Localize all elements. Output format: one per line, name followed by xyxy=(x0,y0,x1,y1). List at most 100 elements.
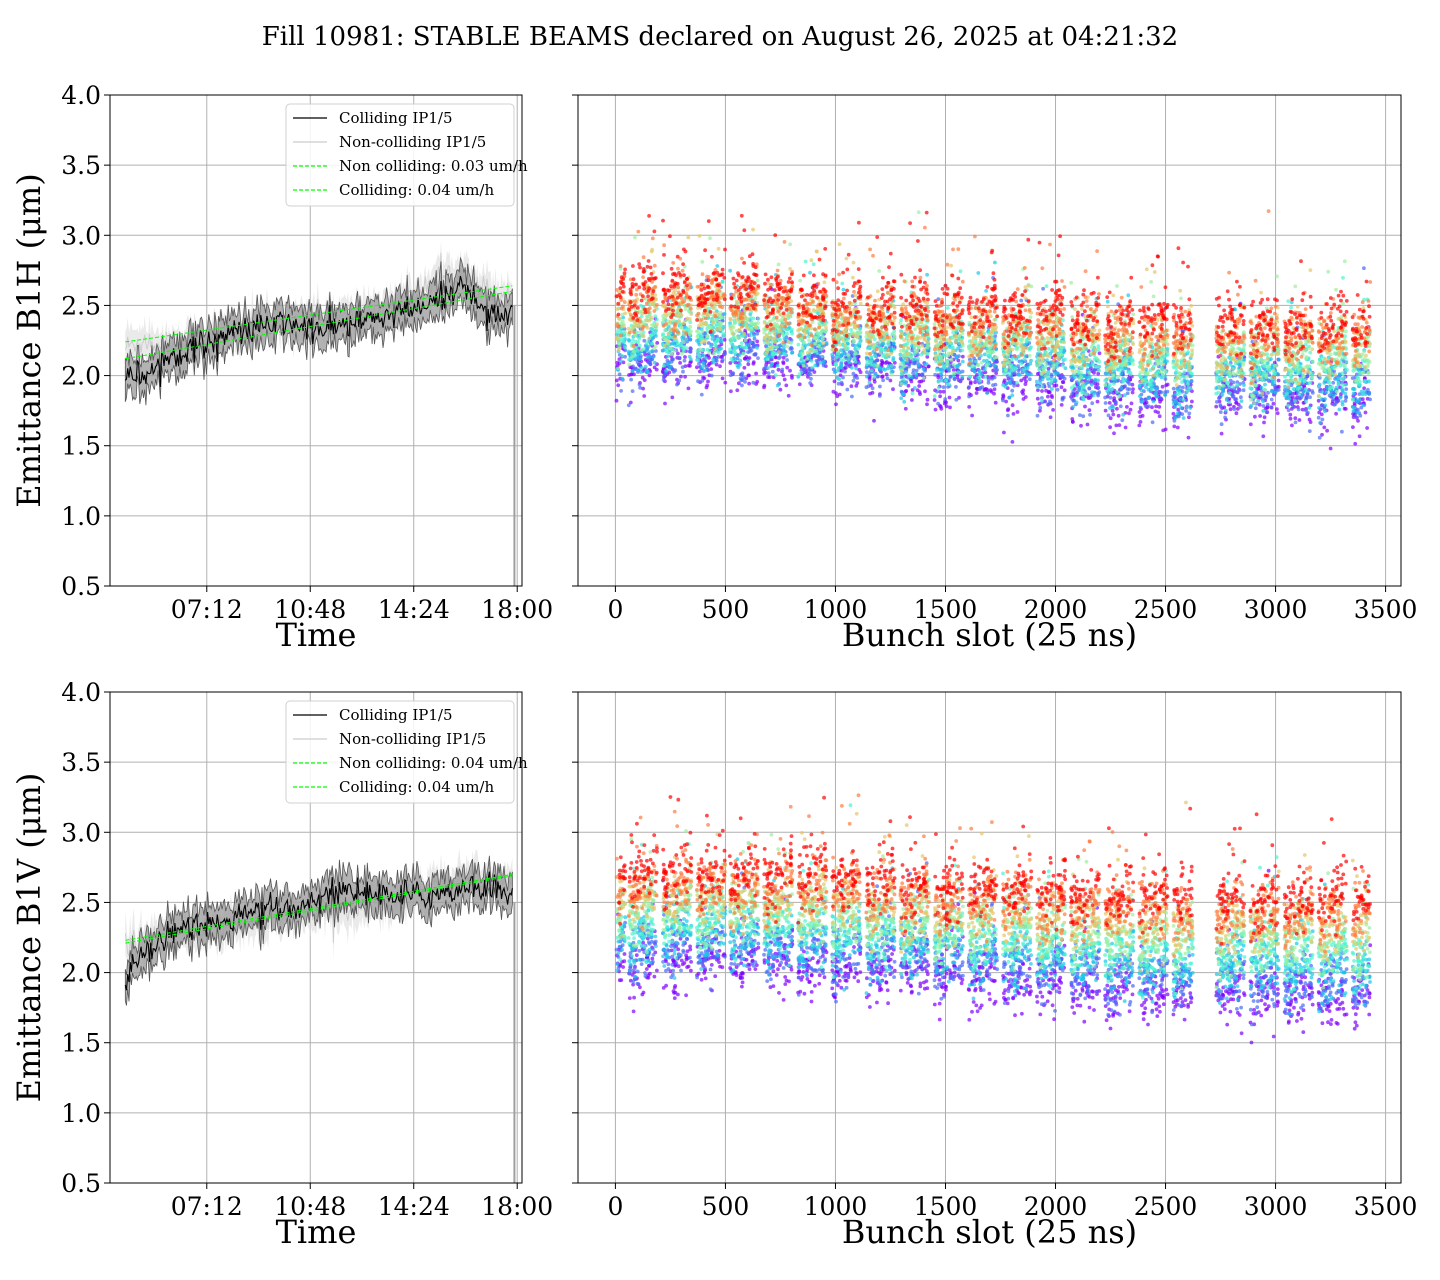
bunch-point xyxy=(967,320,972,325)
bunch-point xyxy=(974,391,979,395)
bunch-point xyxy=(639,303,643,308)
fit-line xyxy=(125,285,513,343)
bunch-point xyxy=(917,379,922,384)
bunch-point xyxy=(1173,399,1178,403)
bunch-point xyxy=(1105,299,1110,304)
bunch-point xyxy=(1129,401,1134,406)
bunch-point xyxy=(821,359,826,364)
bunch-point xyxy=(620,353,625,358)
bunch-point xyxy=(704,356,708,360)
bunch-point xyxy=(946,367,951,371)
colliding-line xyxy=(124,275,513,388)
bunch-point xyxy=(813,341,818,346)
bunch-point xyxy=(740,383,744,388)
bunch-point xyxy=(614,398,619,403)
bunch-point xyxy=(909,355,914,360)
bunch-point xyxy=(916,210,921,215)
bunch-point xyxy=(1338,395,1343,400)
bunch-point xyxy=(732,348,736,353)
bunch-point xyxy=(709,373,714,378)
bunch-point xyxy=(950,345,955,350)
bunch-point xyxy=(1041,286,1045,291)
bunch-point xyxy=(679,374,683,379)
bunch-point xyxy=(925,272,929,277)
bunch-point xyxy=(1025,371,1029,376)
bunch-point xyxy=(898,362,903,366)
y-tick-label: 3.0 xyxy=(61,221,101,250)
bunch-point xyxy=(1286,408,1291,413)
bunch-point xyxy=(1291,387,1296,391)
bunch-point xyxy=(675,341,680,346)
bunch-point xyxy=(790,351,794,355)
bunch-point xyxy=(1023,395,1028,399)
bunch-point xyxy=(844,363,849,368)
bunch-point xyxy=(1256,378,1260,383)
bunch-point xyxy=(910,391,915,396)
bunch-point xyxy=(1351,391,1356,396)
bunch-point xyxy=(1362,386,1366,391)
bunch-point xyxy=(1158,399,1162,404)
bunch-point xyxy=(967,394,971,399)
bunch-point xyxy=(992,387,997,392)
bunch-point xyxy=(816,338,821,343)
bunch-point xyxy=(911,371,915,375)
bunch-point xyxy=(984,289,988,293)
bunch-point xyxy=(1060,397,1065,402)
bunch-point xyxy=(741,351,746,356)
bunch-point xyxy=(947,382,952,387)
bunch-point xyxy=(1165,389,1170,394)
bunch-point xyxy=(820,346,825,351)
bunch-point xyxy=(915,348,920,353)
bunch-point xyxy=(990,376,995,381)
bunch-point xyxy=(762,383,767,388)
bunch-point xyxy=(1239,399,1244,403)
bunch-point xyxy=(763,370,768,375)
bunch-point xyxy=(777,356,781,361)
bunch-point xyxy=(1020,337,1025,342)
bunch-point xyxy=(1048,381,1053,386)
bunch-point xyxy=(783,352,787,357)
bunch-point xyxy=(1029,372,1033,377)
bunch-point xyxy=(1038,381,1043,386)
bunch-point xyxy=(892,334,897,339)
bunch-point xyxy=(935,368,939,373)
bunch-point xyxy=(889,364,894,368)
bunch-point xyxy=(1049,393,1054,398)
bunch-point xyxy=(775,324,779,329)
bunch-point xyxy=(802,340,806,345)
bunch-point xyxy=(1106,413,1111,418)
bunch-point xyxy=(1359,389,1364,394)
bunch-point xyxy=(879,346,883,351)
bunch-point xyxy=(873,354,878,358)
bunch-point xyxy=(663,328,667,333)
bunch-point xyxy=(1319,412,1324,417)
bunch-point xyxy=(652,365,657,370)
bunch-point xyxy=(1096,385,1101,390)
bunch-point xyxy=(754,371,758,376)
bunch-point xyxy=(720,354,724,359)
bunch-point xyxy=(1005,353,1010,358)
bunch-point xyxy=(843,346,848,351)
bunch-point xyxy=(1285,391,1289,396)
bunch-point xyxy=(936,401,940,406)
bunch-point xyxy=(1277,357,1281,362)
bunch-point xyxy=(756,356,760,360)
bunch-point xyxy=(1231,384,1235,389)
bunch-point xyxy=(1119,371,1124,376)
bunch-point xyxy=(781,361,786,366)
bunch-point xyxy=(853,351,858,355)
bunch-point xyxy=(1316,415,1321,420)
bunch-point xyxy=(901,353,906,358)
bunch-point xyxy=(1079,423,1083,428)
bunch-point xyxy=(902,364,907,368)
bunch-point xyxy=(623,345,627,350)
bunch-point xyxy=(1163,393,1167,397)
bunch-point xyxy=(1061,374,1065,379)
bunch-point xyxy=(647,336,652,341)
bunch-point xyxy=(1114,400,1118,405)
bunch-point xyxy=(1241,388,1246,393)
bunch-point xyxy=(1171,386,1176,391)
bunch-point xyxy=(1302,379,1307,384)
bunch-point xyxy=(943,397,948,401)
